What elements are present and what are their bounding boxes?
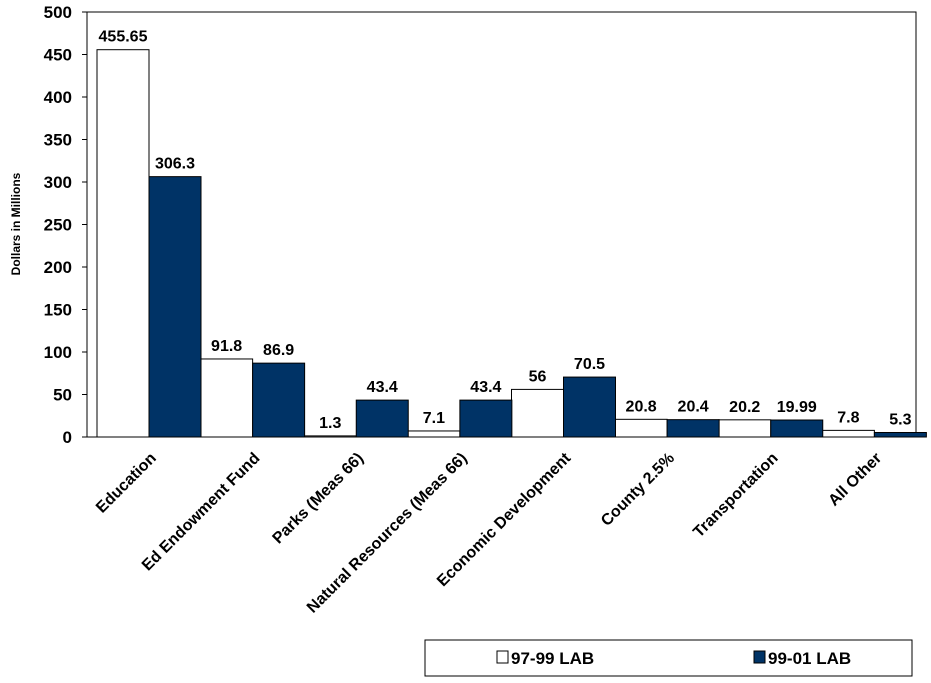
legend-swatch-99-01 [753,650,766,664]
data-label: 70.5 [574,356,605,373]
legend: 97-99 LAB 99-01 LAB [424,639,913,677]
legend-box [424,639,913,677]
data-label: 20.4 [678,399,709,416]
bar-99-01 [459,399,513,438]
data-label: 306.3 [155,156,195,173]
bar-97-99 [303,435,357,438]
bar-99-01 [873,431,927,438]
data-label: 43.4 [367,379,398,396]
data-label: 19.99 [777,399,817,416]
bar-99-01 [770,419,824,438]
y-tick-label: 200 [44,258,72,277]
bar-97-99 [407,430,461,438]
data-label: 20.2 [729,399,760,416]
y-tick-label: 300 [44,173,72,192]
data-label: 1.3 [319,415,341,432]
legend-swatch-97-99 [496,650,509,664]
data-label: 455.65 [99,29,148,46]
bar-97-99 [511,388,564,438]
bar-99-01 [148,176,202,438]
data-labels-group: 455.65 91.8 1.3 7.1 56 20.8 20.2 7.8 306.3 86.9 43… [99,29,912,432]
y-tick-label: 350 [44,131,72,150]
bar-99-01 [252,362,306,438]
category-label: Parks (Meas 66) [270,450,368,548]
bar-99-01 [355,399,409,438]
bar-99-01 [666,419,720,438]
data-label: 5.3 [889,411,911,428]
category-label: County 2.5% [598,450,678,530]
y-tick-label: 150 [44,301,72,320]
y-tick-label: 0 [63,428,72,447]
category-label: Transportation [690,450,781,541]
legend-label-97-99: 97-99 LAB [511,649,594,668]
category-label: Education [93,450,160,517]
data-label: 7.1 [423,410,445,427]
category-label: Ed Endowment Fund [139,450,264,575]
bar-97-99 [200,358,254,438]
legend-label-99-01: 99-01 LAB [768,649,851,668]
y-axis: 0 50 100 150 200 250 300 350 400 450 500 [44,3,87,447]
data-label: 86.9 [263,342,294,359]
data-label: 56 [529,368,547,385]
bar-97-99 [614,418,668,438]
data-label: 7.8 [837,409,859,426]
bar-99-01 [563,376,616,438]
y-tick-label: 450 [44,46,72,65]
bar-97-99 [96,49,150,438]
data-label: 20.8 [626,398,657,415]
y-tick-label: 100 [44,343,72,362]
y-tick-label: 400 [44,88,72,107]
bar-97-99 [821,429,875,438]
bar-97-99 [718,419,772,438]
category-label: All Other [825,450,885,510]
y-tick-label: 250 [44,216,72,235]
data-label: 43.4 [470,379,501,396]
y-tick-label: 50 [53,386,72,405]
bars-group [96,49,927,438]
y-tick-label: 500 [44,3,72,22]
data-label: 91.8 [211,338,242,355]
y-axis-title: Dollars in Millions [9,172,23,275]
